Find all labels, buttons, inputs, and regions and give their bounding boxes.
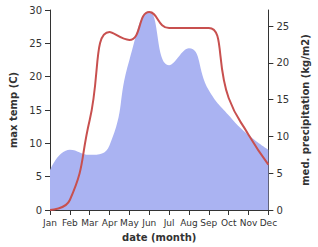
svg-text:Mar: Mar: [81, 218, 98, 228]
svg-text:Jul: Jul: [163, 218, 175, 228]
svg-text:max temp (C): max temp (C): [8, 72, 19, 148]
svg-text:0: 0: [276, 205, 282, 216]
svg-text:0: 0: [36, 205, 42, 216]
svg-text:20: 20: [29, 71, 42, 82]
svg-text:Feb: Feb: [62, 218, 78, 228]
svg-text:5: 5: [276, 168, 282, 179]
svg-text:Aug: Aug: [180, 218, 198, 228]
svg-text:15: 15: [29, 105, 42, 116]
svg-text:10: 10: [29, 138, 42, 149]
svg-text:Nov: Nov: [240, 218, 258, 228]
svg-text:5: 5: [36, 171, 42, 182]
svg-text:Jan: Jan: [42, 218, 57, 228]
svg-text:30: 30: [29, 5, 42, 16]
svg-text:Jun: Jun: [141, 218, 156, 228]
svg-text:25: 25: [29, 38, 42, 49]
svg-text:Sep: Sep: [200, 218, 217, 228]
svg-text:med. precipitation (kg/m2): med. precipitation (kg/m2): [300, 34, 311, 186]
svg-text:10: 10: [276, 131, 289, 142]
svg-text:20: 20: [276, 57, 289, 68]
svg-text:date (month): date (month): [122, 232, 196, 243]
svg-text:May: May: [120, 218, 139, 228]
svg-text:25: 25: [276, 21, 289, 32]
svg-text:Dec: Dec: [260, 218, 277, 228]
svg-text:15: 15: [276, 94, 289, 105]
svg-text:Oct: Oct: [221, 218, 237, 228]
svg-text:Apr: Apr: [102, 218, 118, 228]
